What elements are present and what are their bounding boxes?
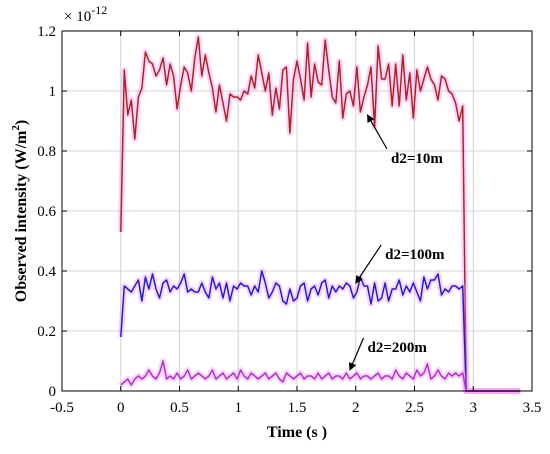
- y-axis-title: Observed intensity (W/m2): [10, 120, 30, 302]
- x-tick-label: 3.5: [523, 400, 542, 416]
- x-tick-label: 2: [352, 400, 360, 416]
- annotation-arrow: [355, 244, 382, 284]
- series-d2_200m-line: [120, 360, 521, 392]
- y-multiplier: × 10-12: [64, 3, 107, 25]
- y-tick-label: 0: [49, 384, 57, 400]
- x-tick-label: 2.5: [405, 400, 424, 416]
- y-axis-title-main: Observed intensity (W/m: [13, 130, 30, 302]
- annotations: d2=10m d2=100m d2=200m: [348, 114, 445, 371]
- x-axis-title: Time (s ): [267, 424, 327, 441]
- x-tick-label: 0.5: [170, 400, 189, 416]
- x-tick-label: 1: [235, 400, 243, 416]
- y-tick-label: 1.2: [37, 24, 56, 40]
- y-tick-label: 0.6: [37, 204, 56, 220]
- series-d2_10m-band: [117, 34, 521, 394]
- y-tick-label: 1: [49, 84, 57, 100]
- y-axis-title-close: ): [13, 120, 30, 125]
- x-tick-label: 0: [117, 400, 125, 416]
- y-tick-label: 0.8: [37, 144, 56, 160]
- x-tick-label: -0.5: [50, 400, 74, 416]
- y-multiplier-base: × 10: [64, 9, 91, 25]
- series-d2_100m-line: [120, 270, 521, 392]
- series-group: [117, 34, 521, 394]
- y-multiplier-exponent: -12: [91, 3, 107, 17]
- x-tick-label: 1.5: [288, 400, 307, 416]
- axis-ticks: -0.5 0 0.5 1 1.5 2 2.5 3 3.500.20.40.60.811.2: [37, 24, 541, 416]
- series-d2_10m-line: [120, 36, 521, 392]
- annotation-arrow: [348, 337, 365, 371]
- x-tick-label: 3: [470, 400, 478, 416]
- annotation-label: d2=200m: [368, 340, 428, 356]
- annotation-label: d2=100m: [385, 247, 445, 263]
- grid: [61, 30, 533, 392]
- y-tick-label: 0.2: [37, 324, 56, 340]
- y-tick-label: 0.4: [37, 264, 56, 280]
- annotation-arrow: [366, 114, 388, 150]
- y-axis-title-superscript: 2: [10, 125, 22, 131]
- annotation-label: d2=10m: [391, 151, 443, 167]
